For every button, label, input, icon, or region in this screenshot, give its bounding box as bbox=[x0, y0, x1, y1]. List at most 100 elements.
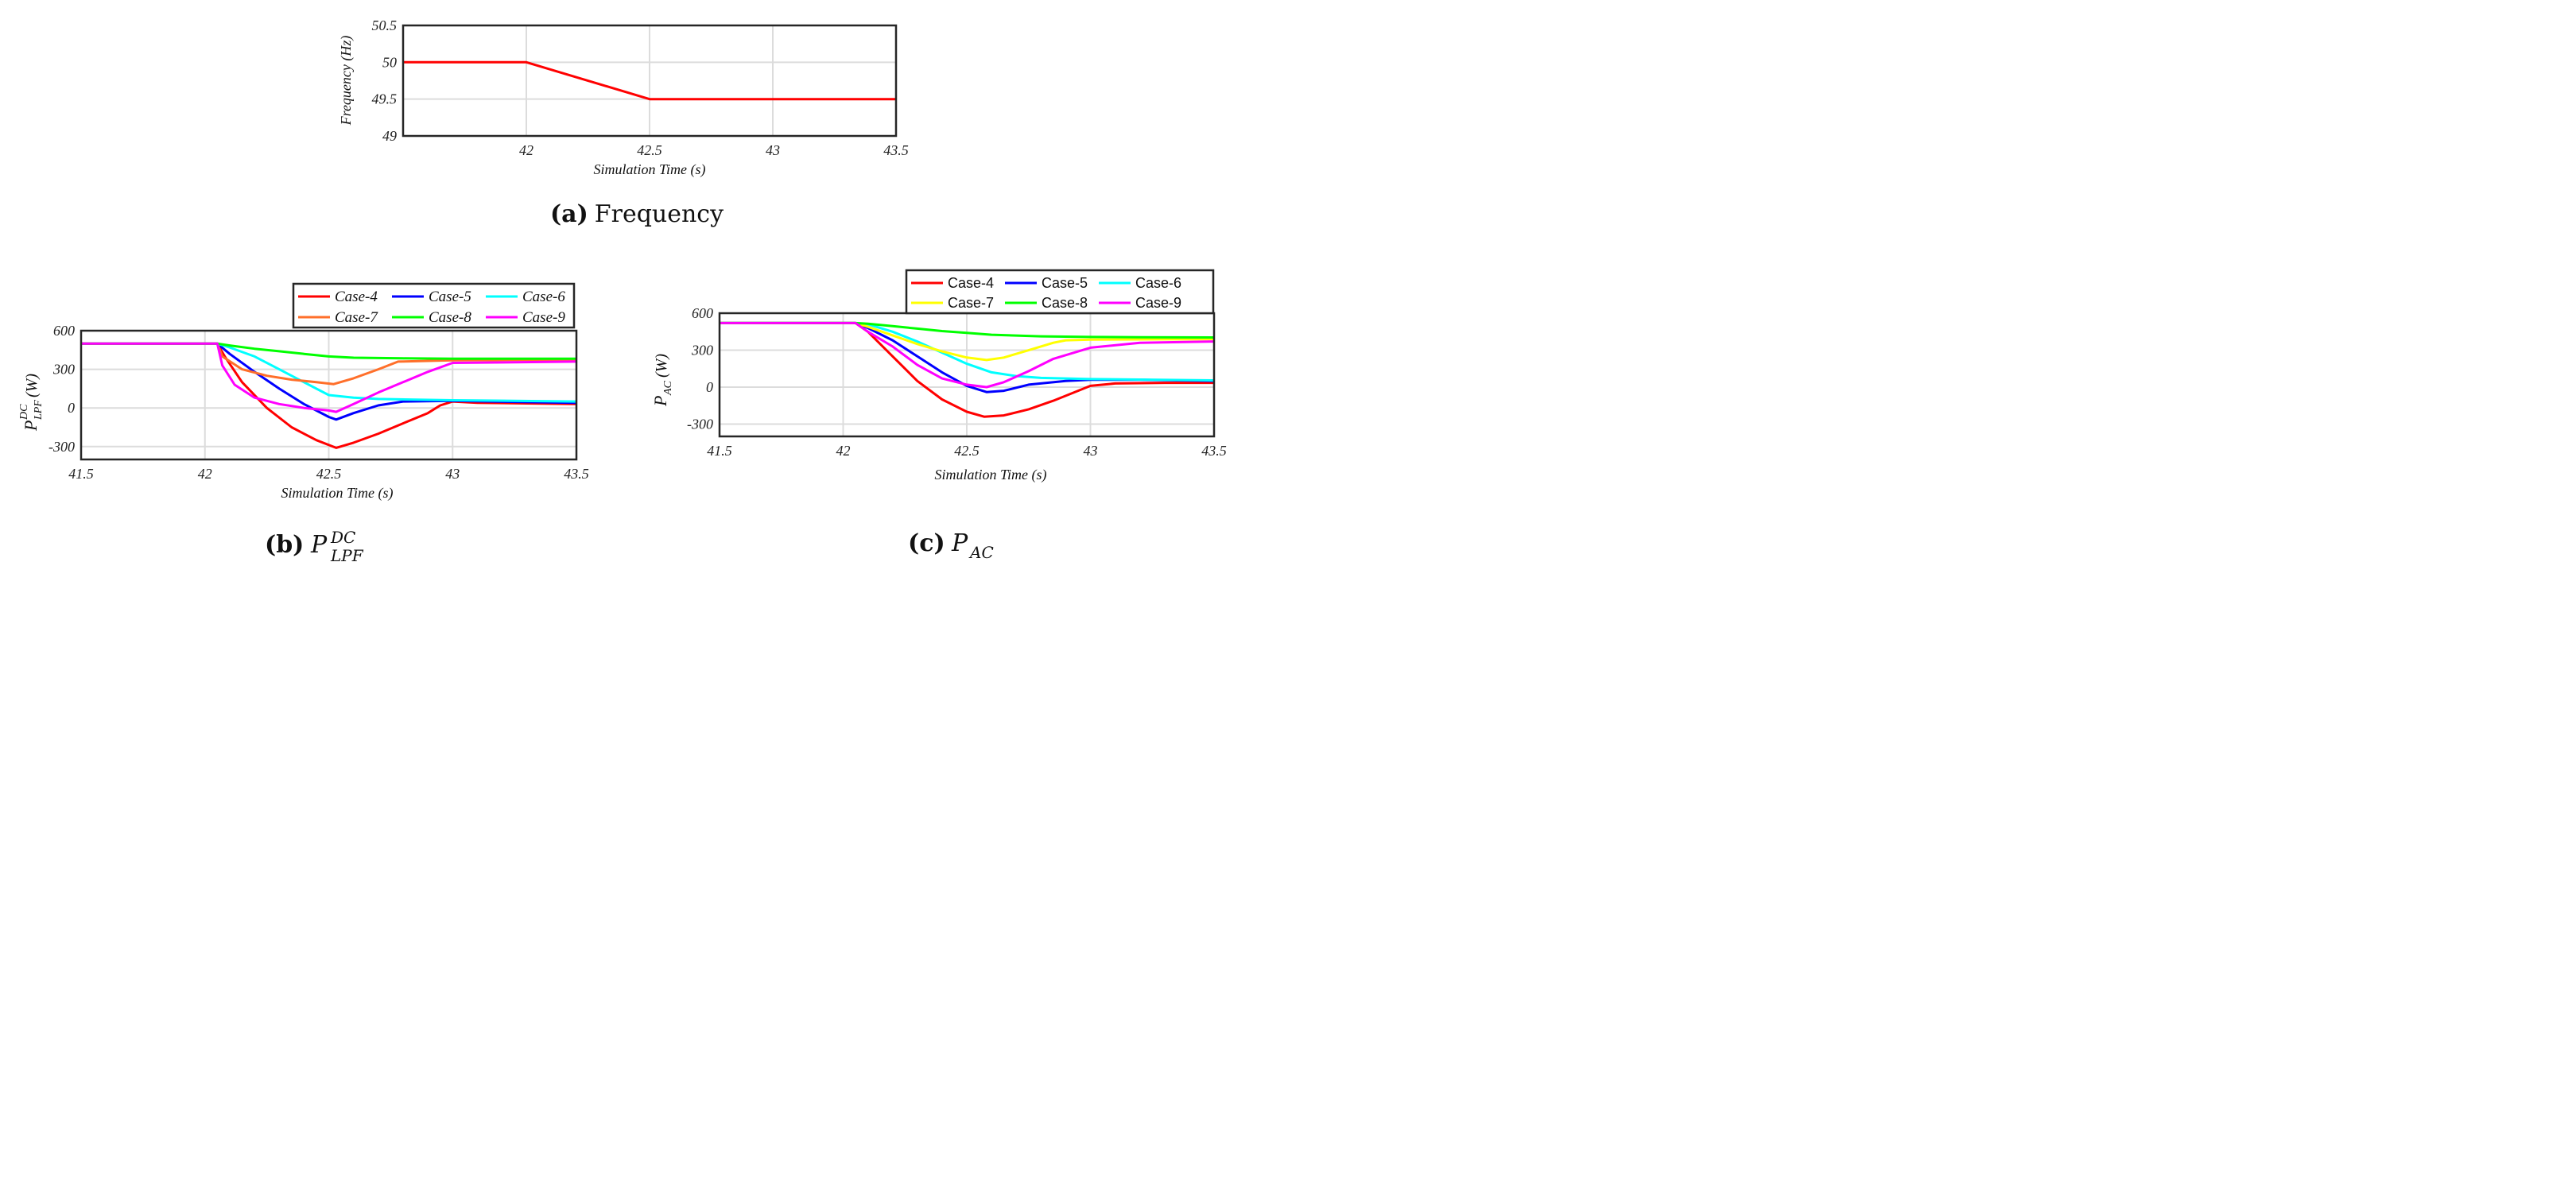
chart-a: 42 42.5 43 43.5 49 49.5 50 50.5 Simulation Time… bbox=[338, 17, 909, 228]
chart-b-legend: Case-4 Case-5 Case-6 Case-7 Case-8 Case-9 bbox=[292, 282, 576, 329]
chart-b-legend-item: Case-5 bbox=[392, 289, 471, 305]
chart-c-xtick-label: 42.5 bbox=[954, 443, 980, 459]
chart-b-caption: (b) P DC LPF bbox=[265, 528, 364, 565]
chart-c-ticks: 41.5 42 42.5 43 43.5 -300 0 300 600 bbox=[687, 305, 1227, 459]
chart-b-legend-label: Case-4 bbox=[335, 289, 378, 305]
figure: 42 42.5 43 43.5 49 49.5 50 50.5 Simulation Time… bbox=[18, 17, 1227, 565]
chart-c-ylabel-main: P bbox=[650, 396, 670, 407]
chart-a-xtick-label: 42.5 bbox=[637, 142, 662, 158]
chart-c-xtick-label: 42 bbox=[836, 443, 851, 459]
chart-c-legend-item: Case-9 bbox=[1099, 295, 1181, 311]
chart-b-ylabel-unit: (W) bbox=[23, 374, 41, 397]
chart-a-ytick-label: 49.5 bbox=[372, 91, 398, 107]
chart-b-legend-item: Case-7 bbox=[298, 309, 378, 326]
chart-b-legend-box bbox=[292, 282, 576, 329]
chart-b-xtick-label: 42 bbox=[198, 466, 212, 482]
chart-b-legend-item: Case-6 bbox=[486, 289, 565, 305]
chart-b-xtick-label: 43.5 bbox=[564, 466, 589, 482]
chart-b-series-case-5 bbox=[81, 342, 576, 421]
chart-b: 41.5 42 42.5 43 43.5 -300 0 300 600 Case-4 Case-5… bbox=[18, 282, 589, 565]
chart-c-xtick-label: 43 bbox=[1084, 443, 1098, 459]
chart-b-legend-item: Case-8 bbox=[392, 309, 471, 326]
chart-c-ytick-label: -300 bbox=[687, 417, 713, 432]
chart-b-series-case-7 bbox=[81, 342, 576, 386]
chart-b-ylabel-sub: LPF bbox=[33, 400, 45, 421]
chart-c-ylabel-sub: AC bbox=[662, 380, 674, 396]
chart-c-grid bbox=[720, 313, 1214, 436]
chart-c-caption: (c) P AC bbox=[908, 529, 994, 562]
chart-c-legend-item: Case-8 bbox=[1005, 295, 1088, 311]
chart-a-xtick-label: 43 bbox=[766, 142, 780, 158]
chart-b-series-case-8 bbox=[81, 342, 576, 360]
chart-c-series-case-8 bbox=[720, 321, 1214, 339]
chart-b-ytick-label: 300 bbox=[52, 362, 75, 378]
chart-b-xtick-label: 42.5 bbox=[316, 466, 342, 482]
chart-a-caption: (a) Frequency bbox=[550, 200, 724, 228]
chart-c-ytick-label: 600 bbox=[692, 305, 713, 321]
chart-b-ytick-label: 0 bbox=[68, 400, 75, 416]
chart-c-legend-item: Case-6 bbox=[1099, 275, 1181, 291]
chart-a-ylabel: Frequency (Hz) bbox=[338, 36, 355, 126]
chart-b-ytick-label: 600 bbox=[53, 323, 75, 339]
chart-c: 41.5 42 42.5 43 43.5 -300 0 300 600 Case-4 Case-5… bbox=[650, 269, 1227, 562]
chart-b-legend-label: Case-9 bbox=[522, 309, 565, 326]
chart-b-caption-text: P bbox=[310, 531, 328, 559]
chart-a-ytick-label: 49 bbox=[382, 128, 397, 144]
chart-b-legend-label: Case-5 bbox=[429, 289, 471, 305]
chart-c-xlabel: Simulation Time (s) bbox=[934, 467, 1046, 483]
chart-c-ytick-label: 0 bbox=[706, 379, 713, 395]
chart-c-legend: Case-4 Case-5 Case-6 Case-7 Case-8 Case-9 bbox=[905, 269, 1215, 315]
chart-a-series bbox=[403, 60, 896, 101]
chart-c-series bbox=[720, 321, 1214, 418]
chart-c-caption-text: P bbox=[951, 529, 968, 557]
chart-b-legend-item: Case-4 bbox=[298, 289, 378, 305]
chart-b-ylabel-main: P bbox=[21, 421, 41, 432]
chart-b-series bbox=[81, 342, 576, 449]
chart-c-legend-item: Case-4 bbox=[911, 275, 994, 291]
chart-c-legend-label: Case-4 bbox=[948, 275, 994, 291]
chart-c-legend-box bbox=[905, 269, 1215, 315]
chart-c-legend-label: Case-7 bbox=[948, 295, 994, 311]
chart-b-ylabel-sup: DC bbox=[18, 404, 30, 421]
chart-b-ticks: 41.5 42 42.5 43 43.5 -300 0 300 600 bbox=[48, 323, 589, 482]
chart-b-xlabel: Simulation Time (s) bbox=[281, 485, 393, 502]
chart-b-caption-sub: LPF bbox=[330, 546, 364, 565]
chart-c-series-case-4 bbox=[720, 321, 1214, 418]
chart-a-xlabel: Simulation Time (s) bbox=[593, 161, 705, 178]
chart-b-frame bbox=[80, 329, 578, 461]
chart-c-legend-item: Case-5 bbox=[1005, 275, 1088, 291]
chart-a-grid bbox=[403, 25, 896, 136]
chart-b-caption-tag: (b) bbox=[265, 531, 304, 559]
chart-b-grid bbox=[81, 331, 576, 459]
chart-c-legend-label: Case-5 bbox=[1042, 275, 1088, 291]
chart-c-legend-item: Case-7 bbox=[911, 295, 994, 311]
chart-c-xtick-label: 43.5 bbox=[1201, 443, 1227, 459]
chart-b-legend-label: Case-8 bbox=[429, 309, 471, 326]
chart-a-ytick-label: 50.5 bbox=[372, 17, 398, 33]
chart-a-ytick-label: 50 bbox=[382, 54, 397, 70]
chart-b-legend-label: Case-7 bbox=[335, 309, 378, 326]
chart-c-ytick-label: 300 bbox=[691, 343, 713, 359]
chart-a-caption-text: Frequency bbox=[595, 200, 724, 228]
chart-a-series-frequency bbox=[403, 60, 896, 101]
chart-b-ylabel: P DC LPF (W) bbox=[18, 374, 45, 432]
chart-c-caption-sub: AC bbox=[968, 543, 994, 562]
chart-a-ticks: 42 42.5 43 43.5 49 49.5 50 50.5 bbox=[372, 17, 909, 158]
chart-c-xtick-label: 41.5 bbox=[707, 443, 732, 459]
chart-b-legend-item: Case-9 bbox=[486, 309, 565, 326]
chart-c-legend-label: Case-8 bbox=[1042, 295, 1088, 311]
chart-b-series-case-6 bbox=[81, 342, 576, 403]
chart-c-series-case-9 bbox=[720, 321, 1214, 389]
chart-a-xtick-label: 43.5 bbox=[883, 142, 909, 158]
chart-b-caption-sup: DC bbox=[330, 528, 355, 547]
chart-a-caption-tag: (a) bbox=[550, 200, 588, 228]
chart-c-legend-label: Case-6 bbox=[1135, 275, 1181, 291]
chart-c-series-case-7 bbox=[720, 321, 1214, 362]
chart-b-series-case-9 bbox=[81, 342, 576, 413]
chart-c-caption-tag: (c) bbox=[908, 529, 945, 557]
chart-a-frame bbox=[402, 24, 898, 138]
chart-c-ylabel-unit: (W) bbox=[653, 354, 670, 378]
chart-b-legend-label: Case-6 bbox=[522, 289, 565, 305]
chart-b-xtick-label: 41.5 bbox=[68, 466, 94, 482]
chart-b-ytick-label: -300 bbox=[48, 439, 75, 455]
